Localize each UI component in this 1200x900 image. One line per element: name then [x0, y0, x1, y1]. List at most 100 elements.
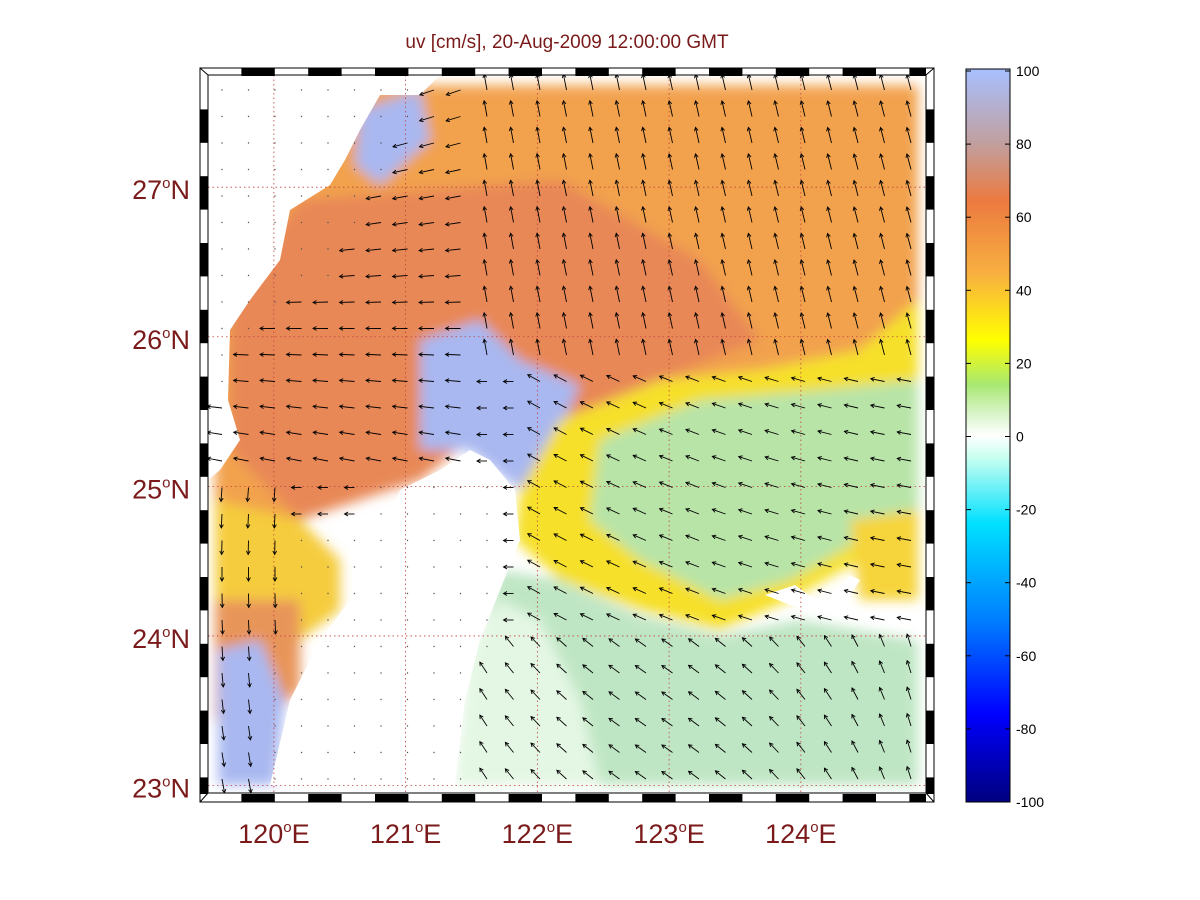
current-vector-head — [667, 152, 673, 158]
current-vector — [527, 427, 541, 435]
current-vector-head — [391, 274, 397, 279]
current-vector — [712, 376, 726, 382]
frame-segment — [375, 794, 409, 802]
current-vector-head — [711, 455, 717, 460]
current-vector — [791, 430, 806, 435]
land-dot — [300, 168, 303, 171]
current-vector-head — [502, 458, 508, 464]
current-vector — [510, 127, 514, 144]
current-vector-head — [508, 205, 514, 211]
current-vector — [853, 180, 859, 197]
current-vector — [260, 457, 276, 462]
current-vector-head — [444, 404, 450, 409]
current-vector-head — [365, 274, 370, 279]
current-vector-head — [852, 75, 858, 79]
land-dot — [433, 778, 435, 780]
current-vector-head — [720, 258, 725, 264]
current-vector-head — [526, 586, 532, 591]
current-vector-head — [817, 429, 822, 435]
lat-tick-label: 25oN — [132, 474, 190, 504]
current-vector-head — [799, 259, 805, 264]
current-vector-head — [790, 535, 796, 540]
current-vector-head — [444, 169, 450, 175]
current-vector-head — [561, 179, 567, 185]
current-vector-head — [605, 586, 611, 592]
current-vector-head — [504, 741, 510, 747]
current-vector — [817, 404, 832, 409]
degree-symbol: o — [415, 819, 423, 836]
current-vector-head — [232, 352, 238, 357]
current-vector-head — [773, 153, 778, 158]
current-vector-head — [608, 664, 614, 670]
current-vector — [483, 206, 488, 223]
current-vector — [589, 259, 594, 276]
current-vector-head — [764, 588, 770, 593]
current-vector-head — [365, 352, 370, 357]
current-vector — [769, 716, 779, 727]
current-vector — [419, 222, 435, 226]
current-vector-head — [561, 205, 567, 211]
current-vector-head — [391, 169, 397, 175]
current-vector — [556, 663, 567, 674]
current-vector — [392, 142, 408, 148]
current-vector-head — [208, 430, 212, 436]
current-vector — [688, 664, 700, 674]
frame-segment — [926, 777, 934, 794]
current-vector-head — [634, 717, 640, 723]
current-vector — [366, 222, 382, 226]
current-vector — [853, 75, 859, 91]
land-dot — [221, 354, 223, 356]
current-vector-head — [614, 285, 620, 291]
current-vector — [635, 665, 647, 674]
current-vector-head — [879, 232, 884, 238]
current-vector-head — [476, 379, 481, 384]
current-vector-head — [905, 232, 910, 238]
current-vector — [817, 430, 832, 435]
current-vector-head — [869, 377, 875, 382]
current-vector — [479, 688, 488, 700]
current-vector — [366, 457, 382, 462]
current-vector — [635, 691, 647, 700]
current-vector — [738, 429, 753, 435]
current-vector — [721, 312, 726, 329]
current-vector-head — [685, 401, 690, 407]
current-vector — [870, 616, 885, 621]
current-vector — [530, 689, 541, 700]
current-vector — [366, 275, 382, 277]
current-vector-head — [365, 221, 371, 227]
current-vector-head — [632, 401, 638, 406]
current-vector — [844, 430, 859, 435]
current-vector — [880, 127, 885, 144]
current-vector — [366, 431, 382, 435]
land-dot — [459, 672, 462, 674]
current-vector-head — [764, 402, 770, 408]
current-vector-head — [658, 401, 664, 407]
current-vector-head — [365, 326, 370, 331]
current-vector-head — [768, 662, 774, 668]
land-dot — [433, 539, 435, 542]
current-vector-head — [790, 455, 796, 461]
current-vector — [906, 206, 912, 223]
current-vector-head — [658, 375, 664, 380]
current-vector-head — [799, 338, 805, 344]
current-vector — [527, 559, 541, 568]
current-vector-head — [746, 75, 752, 79]
current-vector-head — [667, 75, 673, 79]
land-dot — [406, 725, 409, 727]
frame-segment — [909, 68, 926, 76]
frame-segment — [709, 794, 743, 802]
frame-segment — [926, 510, 934, 544]
land-dot — [327, 672, 329, 674]
current-vector-head — [764, 376, 770, 381]
current-vector-head — [247, 683, 252, 688]
current-vector-head — [658, 454, 664, 460]
lat-hemisphere: N — [171, 624, 191, 654]
current-vector-head — [817, 403, 822, 408]
current-vector — [635, 638, 647, 647]
frame-segment — [441, 794, 476, 802]
current-vector-head — [365, 456, 371, 462]
current-vector-head — [667, 338, 673, 344]
current-vector-head — [605, 533, 611, 539]
current-vector — [339, 405, 355, 409]
current-vector-head — [852, 259, 858, 264]
